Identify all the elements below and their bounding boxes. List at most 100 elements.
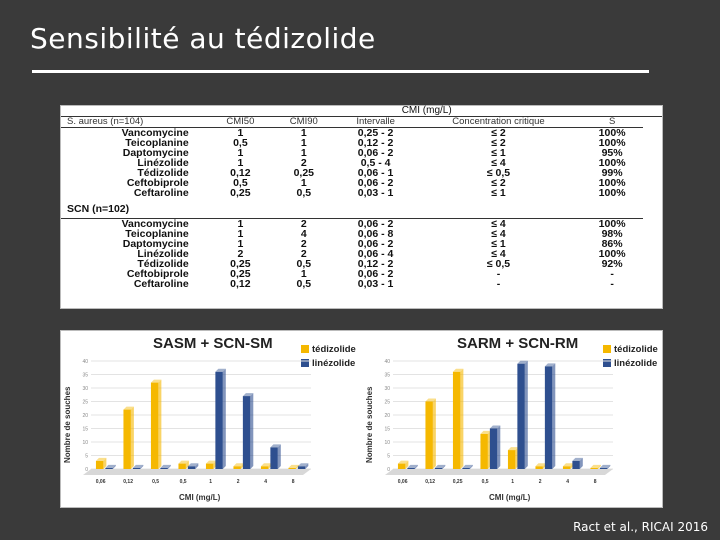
- table-cell-bp: ≤ 4: [491, 218, 506, 230]
- bar-top: [489, 425, 501, 429]
- bar-linezolide: [462, 467, 470, 469]
- table-cell-cmi90: 1: [300, 268, 307, 280]
- bar-side: [579, 457, 583, 469]
- x-tick-label: 0,06: [96, 479, 106, 485]
- x-tick-label: 0,5: [152, 479, 159, 485]
- bar-side: [222, 368, 226, 469]
- table-row: Vancomycine 1 1 0,25 - 2 ≤ 2 100%: [61, 127, 662, 139]
- chart-floor: [385, 469, 613, 475]
- table-row: Tédizolide 0,25 0,5 0,12 - 2 ≤ 0,5 92%: [61, 258, 662, 270]
- bar-side: [195, 463, 199, 469]
- x-tick-label: 2: [237, 479, 240, 485]
- table-cell-s: 98%: [601, 228, 623, 240]
- table-cell-cmi50: 1: [237, 228, 244, 240]
- table-row: Vancomycine 1 2 0,06 - 2 ≤ 4 100%: [61, 218, 662, 230]
- column-header: CMI50: [208, 116, 273, 128]
- bar-linezolide: [434, 467, 443, 469]
- bar-side: [414, 464, 418, 469]
- table-cell-cmi50: 1: [237, 127, 244, 139]
- table-cell-cmi90: 2: [300, 218, 307, 230]
- legend-swatch-tedizolide: [301, 345, 309, 354]
- y-tick-label: 25: [82, 400, 88, 406]
- table-cell-cmi90: 0,5: [296, 278, 312, 290]
- bar-linezolide: [105, 467, 113, 469]
- bar-linezolide: [187, 466, 196, 469]
- bar-top: [590, 464, 601, 468]
- table-row: Linézolide 1 2 0,5 - 4 ≤ 4 100%: [61, 157, 662, 169]
- bar-linezolide: [270, 447, 278, 469]
- bar-top: [132, 464, 144, 468]
- table-cell-cmi50: 0,5: [233, 177, 248, 189]
- table-cell-cmi90: 2: [300, 238, 307, 250]
- table-row: Ceftaroline 0,12 0,5 0,03 - 1 - -: [61, 278, 662, 290]
- legend-label-tedizolide: tédizolide: [614, 344, 658, 355]
- table-cell-range: 0,03 - 1: [357, 278, 394, 290]
- column-header: S: [581, 116, 643, 128]
- table-cell-cmi50: 1: [237, 218, 244, 230]
- chart-legend: tédizolide linézolide: [603, 343, 658, 371]
- table-cell-range: 0,25 - 2: [357, 127, 394, 139]
- bar-top: [288, 464, 299, 468]
- table-cell-s: -: [610, 278, 614, 290]
- bar-linezolide: [160, 467, 168, 469]
- bar-side: [524, 360, 528, 469]
- bar-tedizolide: [205, 463, 214, 469]
- chart-title: SASM + SCN-SM: [153, 335, 273, 352]
- bar-side: [442, 464, 446, 469]
- table-cell-bp: -: [496, 278, 501, 290]
- x-tick-label: 4: [264, 479, 267, 485]
- table-cell-s: 95%: [601, 147, 623, 159]
- bar-top: [123, 406, 134, 410]
- table-cell-cmi50: 0,25: [230, 258, 251, 270]
- table-cell-drug: Ceftaroline: [133, 187, 189, 199]
- table-cell-drug: Linézolide: [137, 248, 189, 260]
- x-tick-label: 0,25: [453, 479, 463, 485]
- chart-sarm-scn-rm: SARM + SCN-RM tédizolide linézolide Nomb…: [363, 331, 658, 507]
- table-cell-cmi50: 1: [237, 157, 244, 169]
- table-cell-range: 0,06 - 2: [357, 238, 394, 250]
- table-cell-drug: Ceftobiprole: [126, 268, 189, 280]
- bar-side: [305, 463, 309, 469]
- bar-linezolide: [215, 371, 223, 469]
- table-cell-drug: Ceftobiprole: [126, 177, 189, 189]
- table-cell-cmi50: 0,25: [230, 268, 251, 280]
- bar-linezolide: [132, 467, 141, 469]
- bar-tedizolide: [425, 401, 433, 469]
- y-tick-label: 40: [384, 359, 390, 365]
- bar-tedizolide: [452, 371, 461, 469]
- table-cell-drug: Teicoplanine: [125, 137, 189, 149]
- y-tick-label: 0: [387, 467, 390, 473]
- y-tick-label: 20: [82, 413, 88, 419]
- table-cell-cmi90: 1: [300, 127, 307, 139]
- bar-linezolide: [572, 460, 580, 469]
- table-group-label: SCN (n=102): [61, 198, 643, 219]
- legend-label-tedizolide: tédizolide: [312, 344, 356, 355]
- table-cell-s: 100%: [598, 157, 626, 169]
- chart-sasm-scn-sm: SASM + SCN-SM tédizolide linézolide Nomb…: [61, 331, 356, 507]
- table-cell-s: 92%: [601, 258, 623, 270]
- column-header: Concentration critique: [415, 116, 582, 128]
- table-cell-drug: Teicoplanine: [125, 228, 189, 240]
- bar-top: [95, 457, 107, 461]
- bar-side: [597, 464, 601, 469]
- x-tick-label: 0,12: [425, 479, 435, 485]
- table-row: Daptomycine 1 1 0,06 - 2 ≤ 1 95%: [61, 147, 662, 159]
- bar-top: [562, 463, 574, 467]
- x-tick-label: 0,06: [398, 479, 408, 485]
- table-row: Linézolide 2 2 0,06 - 4 ≤ 4 100%: [61, 248, 662, 260]
- table-cell-bp: ≤ 2: [491, 137, 506, 149]
- x-tick-label: 4: [566, 479, 569, 485]
- bar-side: [460, 368, 464, 469]
- y-tick-label: 15: [384, 427, 390, 433]
- bar-linezolide: [489, 428, 498, 469]
- bar-top: [599, 464, 611, 468]
- table-cell-s: 100%: [598, 248, 626, 260]
- bar-top: [215, 368, 226, 372]
- y-tick-label: 35: [384, 373, 390, 379]
- bar-top: [434, 464, 446, 468]
- mic-table-panel: CMI (mg/L) S. aureus (n=104) CMI50 CMI90…: [60, 105, 663, 309]
- bar-top: [205, 460, 217, 464]
- table-cell-bp: ≤ 2: [491, 127, 506, 139]
- legend-swatch-linezolide: [301, 359, 309, 368]
- y-tick-label: 10: [82, 440, 88, 446]
